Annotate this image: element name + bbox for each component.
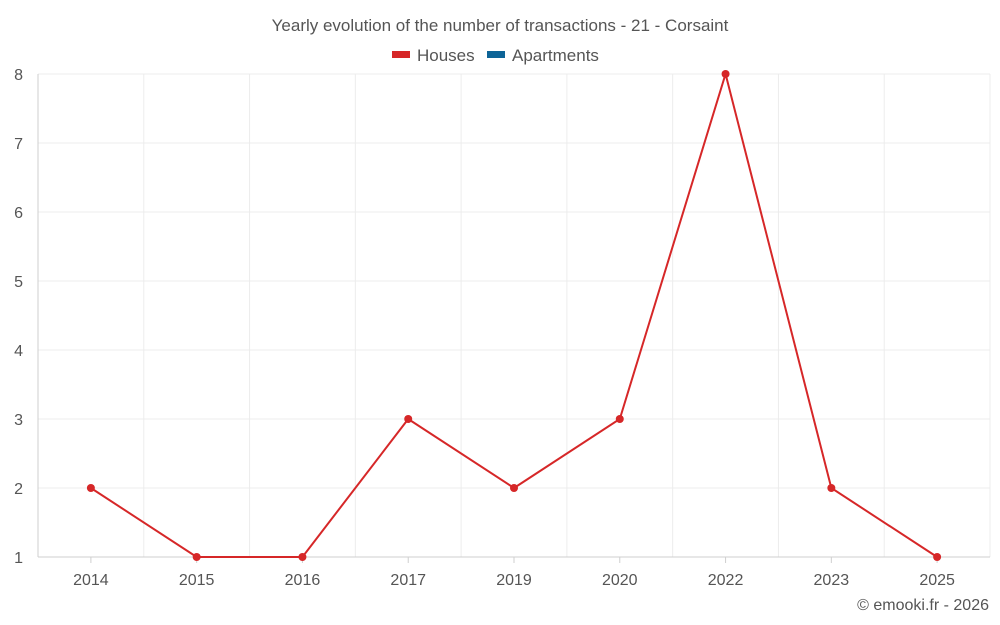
x-tick-label-2020: 2020	[602, 572, 638, 589]
legend-item-apartments[interactable]: Apartments	[487, 46, 599, 65]
x-tick-label-2022: 2022	[708, 572, 744, 589]
y-axis-ticks: 1 2 3 4 5 6 7 8	[14, 67, 23, 567]
y-tick-label-3: 3	[14, 412, 23, 429]
gridlines	[38, 73, 991, 557]
legend-item-houses[interactable]: Houses	[392, 46, 475, 65]
x-tick-label-2016: 2016	[285, 572, 321, 589]
y-tick-label-6: 6	[14, 205, 23, 222]
x-tick-label-2019: 2019	[496, 572, 532, 589]
legend-swatch-apartments	[487, 51, 505, 58]
y-tick-label-7: 7	[14, 136, 23, 153]
data-point-houses-2023[interactable]	[827, 484, 836, 492]
data-point-houses-2025[interactable]	[933, 553, 942, 561]
data-point-houses-2016[interactable]	[298, 553, 307, 561]
y-tick-label-1: 1	[14, 550, 23, 567]
legend: Houses Apartments	[392, 46, 599, 65]
x-axis-ticks: 2014 2015 2016 2017 2019 2020 2022 2023 2025	[73, 557, 955, 589]
x-tick-label-2025: 2025	[919, 572, 955, 589]
y-tick-label-4: 4	[14, 343, 23, 360]
chart-title: Yearly evolution of the number of transa…	[272, 16, 729, 35]
x-tick-label-2017: 2017	[390, 572, 426, 589]
x-tick-label-2014: 2014	[73, 572, 109, 589]
series	[86, 70, 942, 561]
y-tick-label-5: 5	[14, 274, 23, 291]
data-point-houses-2015[interactable]	[192, 553, 201, 561]
data-point-houses-2020[interactable]	[615, 415, 624, 423]
x-tick-label-2015: 2015	[179, 572, 215, 589]
data-point-houses-2014[interactable]	[86, 484, 95, 492]
legend-swatch-houses	[392, 51, 410, 58]
y-tick-label-2: 2	[14, 481, 23, 498]
y-tick-label-8: 8	[14, 67, 23, 84]
legend-label-apartments: Apartments	[512, 46, 599, 65]
credit-text: © emooki.fr - 2026	[857, 597, 989, 614]
data-point-houses-2022[interactable]	[721, 70, 730, 78]
x-tick-label-2023: 2023	[814, 572, 850, 589]
data-point-houses-2017[interactable]	[404, 415, 413, 423]
legend-label-houses: Houses	[417, 46, 475, 65]
data-point-houses-2019[interactable]	[510, 484, 518, 492]
